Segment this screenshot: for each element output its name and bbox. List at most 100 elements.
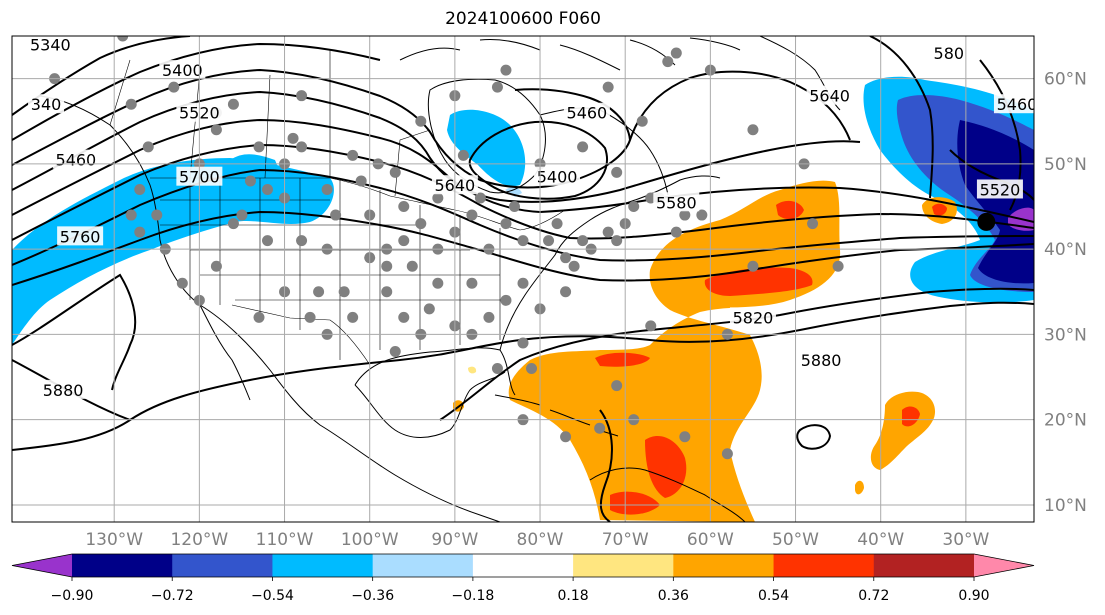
contour-5880-nw: [12, 273, 137, 391]
colorbar-bin: [472, 554, 574, 577]
contour-label: 5880: [801, 351, 842, 370]
small-red-blob-ne: [932, 203, 947, 216]
station-dot: [398, 311, 410, 323]
west-coast-line: [39, 95, 501, 522]
colorbar-bin: [272, 554, 374, 577]
contour-label-bg: [563, 102, 610, 122]
station-dot: [466, 277, 478, 289]
station-dot: [398, 201, 410, 213]
colorbar-tick-labels: −0.90 −0.72 −0.54 −0.36 −0.18 0.18 0.36 0.54 0.7…: [51, 577, 990, 604]
hudson-light-edge: [505, 187, 522, 197]
station-dot: [474, 192, 486, 204]
lat-tick-label: 30°N: [1044, 325, 1087, 345]
lon-tick-label: 130°W: [85, 530, 143, 550]
contour-label: 5460: [997, 95, 1038, 114]
station-dot: [670, 226, 682, 238]
ne-atlantic-navy: [957, 120, 1034, 284]
map-frame: [11, 35, 1035, 523]
lon-tick-label: 30°W: [942, 530, 989, 550]
station-dot: [611, 380, 623, 392]
contour-5640-ne: [629, 70, 851, 141]
station-dot: [679, 209, 691, 221]
lat-tick-label: 50°N: [1044, 155, 1087, 175]
station-dot: [134, 226, 146, 238]
colorbar-tick-label: 0.72: [858, 588, 889, 604]
atlantic-red-patch-3: [595, 352, 650, 367]
station-dot: [602, 81, 614, 93]
station-dot: [236, 209, 248, 221]
contour-label: 5760: [60, 227, 101, 246]
lat-tick-label: 40°N: [1044, 240, 1087, 260]
contour-5520: [12, 90, 861, 203]
colorbar-bin: [372, 554, 474, 577]
station-dot: [560, 431, 572, 443]
contour-5640: [12, 143, 1034, 241]
station-dot: [338, 286, 350, 298]
se-orange-blob: [870, 391, 936, 470]
station-dot: [210, 260, 222, 272]
colorbar-tick-label: 0.54: [758, 588, 789, 604]
station-dot: [296, 90, 308, 102]
contour-label-bg: [930, 43, 967, 63]
lat-tick-label: 60°N: [1044, 70, 1087, 90]
station-dot: [500, 64, 512, 76]
colorbar-bin: [573, 554, 674, 577]
atlantic-red-patch-4: [645, 436, 687, 498]
colorbar-extend-high: [974, 554, 1034, 577]
contour-label: 580: [934, 44, 965, 63]
south-america-line: [589, 467, 746, 522]
station-dot: [517, 277, 529, 289]
station-dot: [134, 183, 146, 195]
province-lines: [109, 50, 431, 197]
colorbar-tick-label: −0.72: [151, 588, 194, 604]
contour-label-bg: [40, 379, 87, 399]
station-dot: [347, 149, 359, 161]
contour-5400-north: [12, 42, 381, 141]
se-red-patch: [902, 406, 920, 427]
station-dot: [832, 260, 844, 272]
contour-label: 5460: [56, 151, 97, 170]
station-dot: [287, 132, 299, 144]
station-dot: [168, 81, 180, 93]
colorbar-bin: [172, 554, 273, 577]
contour-label-bg: [798, 350, 845, 369]
station-dot: [483, 311, 495, 323]
station-dot: [636, 115, 648, 127]
contour-label: 5880: [43, 381, 84, 400]
station-dot: [227, 98, 239, 110]
colorbar-bin: [72, 554, 173, 577]
contour-label-bg: [729, 307, 776, 327]
station-dot: [807, 218, 819, 230]
colorbar-tick-label: 0.18: [558, 588, 589, 604]
baja-line: [199, 304, 251, 401]
contour-5820: [439, 287, 1034, 421]
station-dot: [210, 124, 222, 136]
contour-label: 340: [31, 95, 62, 114]
station-dot: [321, 183, 333, 195]
station-dot: [347, 311, 359, 323]
station-dot: [602, 226, 614, 238]
station-dot: [262, 183, 273, 195]
lon-tick-label: 110°W: [256, 530, 314, 550]
contour-closed-small: [796, 424, 832, 450]
station-dot: [526, 363, 538, 375]
station-dot: [500, 294, 512, 306]
contour-5580-ne: [869, 36, 934, 199]
colorbar-bin: [873, 554, 975, 577]
contour-label: 5340: [30, 36, 71, 55]
cyan-band-upper: [230, 154, 280, 172]
mexico-gulf-line: [354, 371, 506, 438]
contour-label: 5580: [656, 193, 697, 212]
low-center-markers: [977, 212, 996, 231]
contour-label: 5820: [733, 308, 774, 327]
colorbar-tick-label: −0.18: [451, 588, 494, 604]
lon-tick-label: 40°W: [857, 530, 904, 550]
station-dot: [517, 235, 529, 247]
station-dot: [244, 175, 256, 187]
station-dot: [747, 260, 759, 272]
lat-tick-label: 20°N: [1044, 411, 1087, 431]
lon-tick-label: 70°W: [602, 530, 649, 550]
gridlines: [12, 36, 1034, 522]
lon-tick-label: 90°W: [431, 530, 478, 550]
